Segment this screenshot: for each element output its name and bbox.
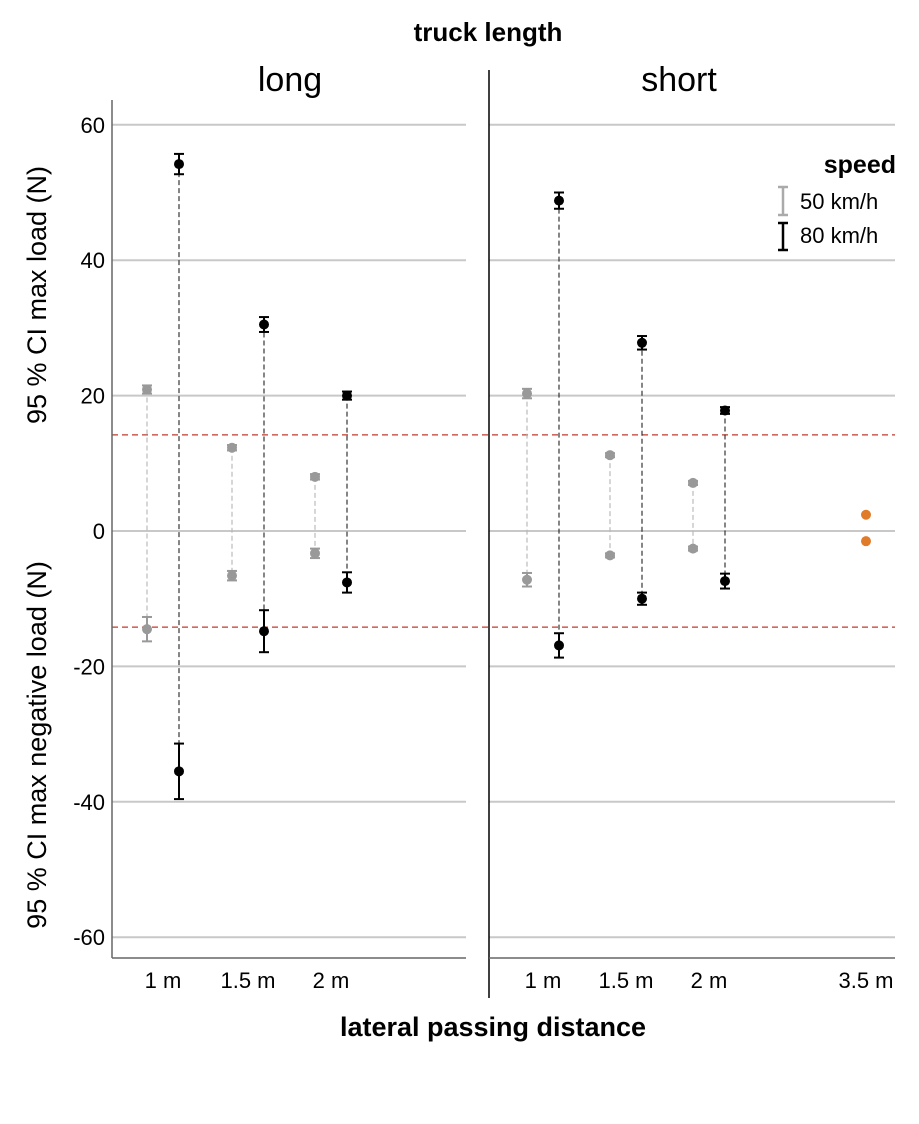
data-point-max	[554, 195, 564, 206]
data-point-neg	[342, 577, 352, 588]
y-tick-label: 40	[81, 248, 105, 273]
data-point-max	[861, 509, 871, 520]
legend: speed 50 km/h 80 km/h	[778, 151, 896, 252]
axes: 60 40 20 0 -20 -40 -60 1 m 1.5 m 2 m 1 m 1.5 m 2 m 3.…	[73, 70, 895, 998]
y-axis-label-top: 95 % CI max load (N)	[22, 166, 52, 424]
y-tick-label: -20	[73, 654, 105, 679]
x-tick-label: 3.5 m	[838, 968, 893, 993]
data-point-neg	[554, 640, 564, 651]
data-point-neg	[310, 548, 320, 559]
data-point-max	[688, 477, 698, 488]
data-point-max	[637, 337, 647, 348]
data-point-neg	[522, 574, 532, 585]
legend-swatch-50	[778, 185, 788, 217]
y-tick-label: 20	[81, 384, 105, 409]
data-point-neg	[637, 593, 647, 604]
data-point-max	[310, 471, 320, 482]
data-point-neg	[259, 626, 269, 637]
data-point-max	[142, 384, 152, 395]
data-point-max	[605, 450, 615, 461]
y-axis-label-bottom: 95 % CI max negative load (N)	[22, 561, 52, 929]
data-point-neg	[688, 543, 698, 554]
data-marks	[142, 152, 871, 801]
data-point-max	[259, 319, 269, 330]
data-point-max	[720, 405, 730, 416]
y-tick-label: -60	[73, 925, 105, 950]
data-point-neg	[720, 576, 730, 587]
x-tick-label: 1 m	[525, 968, 562, 993]
x-tick-label: 1.5 m	[598, 968, 653, 993]
legend-label-80: 80 km/h	[800, 223, 878, 248]
grid-lines	[112, 123, 895, 939]
x-tick-label: 2 m	[691, 968, 728, 993]
legend-swatch-80	[778, 221, 788, 252]
x-tick-label: 1 m	[145, 968, 182, 993]
data-point-max	[342, 390, 352, 401]
data-point-max	[174, 159, 184, 170]
data-point-neg	[227, 570, 237, 581]
data-point-neg	[605, 550, 615, 561]
x-tick-label: 1.5 m	[220, 968, 275, 993]
data-point-neg	[861, 536, 871, 547]
data-point-max	[522, 388, 532, 399]
x-tick-label: 2 m	[313, 968, 350, 993]
panel-title-long: long	[258, 61, 322, 99]
data-point-max	[227, 442, 237, 453]
panel-title-short: short	[641, 61, 717, 99]
y-tick-label: 0	[93, 519, 105, 544]
x-axis-label: lateral passing distance	[340, 1012, 646, 1042]
legend-label-50: 50 km/h	[800, 189, 878, 214]
reference-lines	[112, 434, 895, 628]
legend-title: speed	[824, 151, 896, 179]
data-point-neg	[174, 766, 184, 777]
chart-title: truck length	[414, 17, 563, 47]
data-point-neg	[142, 624, 152, 635]
y-tick-label: 60	[81, 113, 105, 138]
y-tick-label: -40	[73, 790, 105, 815]
